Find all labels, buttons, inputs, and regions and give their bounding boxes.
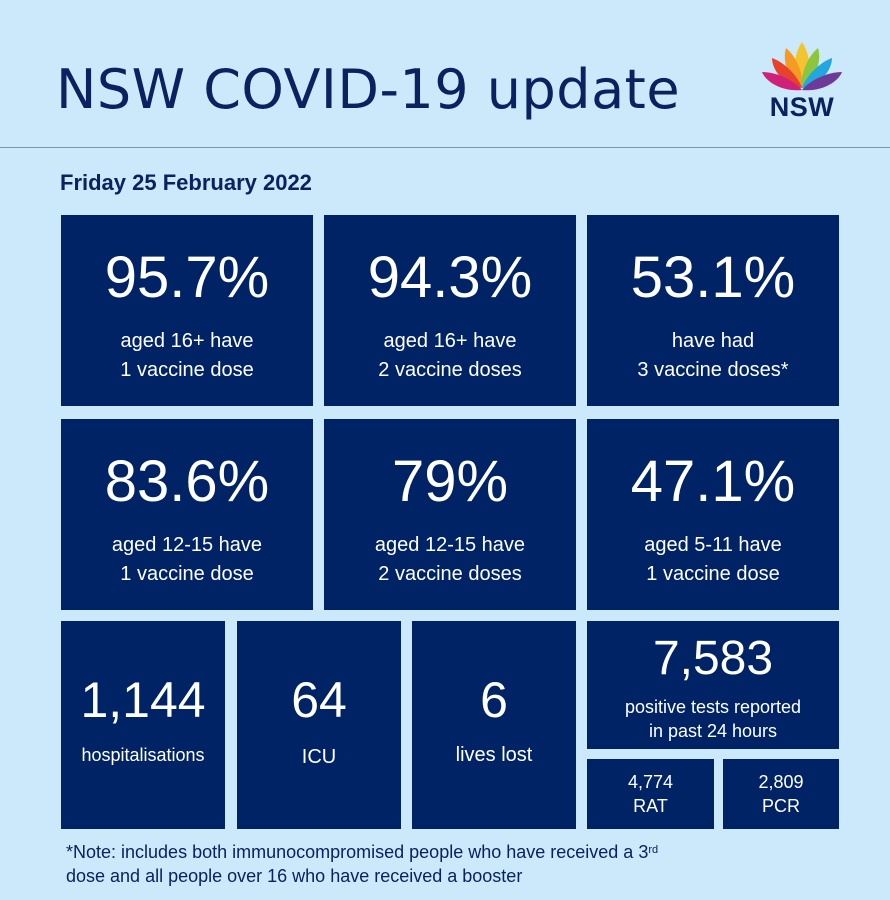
stat-tile-16plus-2-doses: 94.3% aged 16+ have 2 vaccine doses [324,215,576,406]
stat-tile-icu: 64 ICU [237,621,401,829]
stat-label-line1: aged 12-15 have [111,534,263,556]
stat-label-line2: 2 vaccine doses [378,359,522,381]
footnote-line2: dose and all people over 16 who have rec… [66,866,523,886]
stat-tile-5-11-1-dose: 47.1% aged 5-11 have 1 vaccine dose [587,419,839,610]
stat-label-line2: 1 vaccine dose [120,563,254,585]
stat-label-line1: aged 16+ have [120,330,254,352]
stat-value: 94.3% [367,245,533,310]
stat-value: 47.1% [630,449,796,514]
footnote-line1: *Note: includes both immunocompromised p… [66,842,649,862]
header-divider [0,147,890,148]
stat-label: PCR [761,796,800,816]
stat-value: 1,144 [80,672,206,728]
stat-label-line1: aged 5-11 have [644,534,782,556]
stat-label-line1: aged 16+ have [383,330,517,352]
stat-value: 83.6% [104,449,270,514]
report-date: Friday 25 February 2022 [60,170,312,195]
stat-label-line1: have had [671,330,755,352]
stat-tile-lives-lost: 6 lives lost [412,621,576,829]
footnote-superscript: rd [648,844,659,856]
stat-label-line2: in past 24 hours [648,721,778,741]
stat-value: 4,774 [627,772,674,792]
stat-value: 79% [391,449,509,514]
stat-value: 95.7% [104,245,270,310]
stat-tile-3-doses: 53.1% have had 3 vaccine doses* [587,215,839,406]
stat-label: hospitalisations [81,745,205,765]
stat-label-line2: 2 vaccine doses [378,563,522,585]
stat-label-line1: aged 12-15 have [374,534,526,556]
nsw-logo: NSW [760,40,844,124]
stat-tile-12-15-1-dose: 83.6% aged 12-15 have 1 vaccine dose [61,419,313,610]
stat-value: 2,809 [758,772,804,792]
stat-tile-16plus-1-dose: 95.7% aged 16+ have 1 vaccine dose [61,215,313,406]
stat-value: 53.1% [630,245,796,310]
waratah-icon [762,42,842,91]
stat-tile-12-15-2-doses: 79% aged 12-15 have 2 vaccine doses [324,419,576,610]
page-title: NSW COVID-19 update [56,58,681,121]
stat-value: 7,583 [652,632,774,685]
stat-label: RAT [633,796,668,816]
stat-tile-rat: 4,774 RAT [587,759,714,829]
stat-label-line1: positive tests reported [624,697,802,717]
stat-tile-hospitalisations: 1,144 hospitalisations [61,621,225,829]
stat-label-line2: 1 vaccine dose [646,563,780,585]
stat-label-line2: 1 vaccine dose [120,359,254,381]
stat-label: lives lost [455,744,533,766]
logo-text: NSW [769,92,835,122]
stat-label-line2: 3 vaccine doses* [637,359,789,381]
footnote: *Note: includes both immunocompromised p… [66,840,866,888]
stat-label: ICU [301,746,337,768]
stat-tile-positive-tests: 7,583 positive tests reported in past 24… [587,621,839,749]
stat-value: 64 [291,672,347,728]
stat-tile-pcr: 2,809 PCR [723,759,839,829]
stat-value: 6 [480,672,508,728]
